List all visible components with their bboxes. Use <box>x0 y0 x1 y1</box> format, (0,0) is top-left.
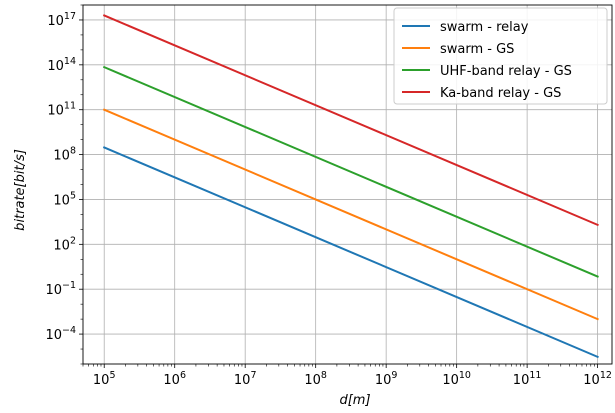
y-tick-base: 10 <box>47 14 64 29</box>
x-tick-exponent: 6 <box>180 370 186 381</box>
legend-label: swarm - GS <box>440 42 514 57</box>
x-tick-base: 10 <box>163 373 180 388</box>
x-tick-exponent: 7 <box>250 370 256 381</box>
y-tick-label: 108 <box>53 146 76 164</box>
x-tick-label: 1012 <box>583 370 612 388</box>
x-axis-ticks: 105 106 107 108 109 1010 1011 1012 <box>82 364 612 388</box>
series-lines <box>102 14 599 359</box>
x-tick-label: 1011 <box>513 370 542 388</box>
y-tick-label: 10−4 <box>45 325 76 343</box>
x-tick-exponent: 10 <box>459 370 471 381</box>
y-tick-exponent: 5 <box>70 190 76 201</box>
y-tick-exponent: −1 <box>62 280 76 291</box>
x-tick-exponent: 8 <box>321 370 327 381</box>
x-tick-label: 109 <box>375 370 398 388</box>
y-tick-label: 105 <box>53 190 76 208</box>
x-tick-label: 108 <box>304 370 327 388</box>
x-tick-base: 10 <box>304 373 321 388</box>
legend-label: swarm - relay <box>440 20 529 35</box>
x-tick-base: 10 <box>442 373 459 388</box>
x-axis-label: d[m] <box>339 393 370 408</box>
legend-label: UHF-band relay - GS <box>440 64 572 79</box>
series-line-2 <box>102 108 599 321</box>
series-line-3 <box>102 65 599 278</box>
x-tick-base: 10 <box>375 373 392 388</box>
y-tick-exponent: −4 <box>62 325 76 336</box>
y-tick-label: 1011 <box>47 101 76 119</box>
x-tick-exponent: 5 <box>109 370 115 381</box>
y-tick-label: 1014 <box>47 56 76 74</box>
series-line-4 <box>102 14 599 227</box>
y-axis-label: bitrate[bit/s] <box>13 149 28 231</box>
x-tick-label: 106 <box>163 370 186 388</box>
y-tick-base: 10 <box>47 104 64 119</box>
y-tick-label: 1017 <box>47 11 76 29</box>
y-tick-base: 10 <box>45 328 62 343</box>
x-tick-base: 10 <box>583 373 600 388</box>
x-tick-base: 10 <box>93 373 110 388</box>
y-tick-label: 102 <box>53 235 76 253</box>
y-tick-exponent: 11 <box>64 101 76 112</box>
y-tick-exponent: 14 <box>64 56 76 67</box>
x-tick-exponent: 9 <box>391 370 397 381</box>
legend: swarm - relay swarm - GS UHF-band relay - … <box>393 7 608 105</box>
y-tick-base: 10 <box>53 238 70 253</box>
series-line-1 <box>102 146 599 359</box>
y-tick-base: 10 <box>45 283 62 298</box>
legend-box <box>393 7 608 105</box>
x-tick-base: 10 <box>513 373 530 388</box>
y-tick-base: 10 <box>53 149 70 164</box>
y-tick-base: 10 <box>53 193 70 208</box>
y-tick-exponent: 2 <box>70 235 76 246</box>
y-tick-label: 10−1 <box>45 280 76 298</box>
x-tick-label: 107 <box>234 370 257 388</box>
x-tick-label: 105 <box>93 370 116 388</box>
x-tick-base: 10 <box>234 373 251 388</box>
x-tick-exponent: 12 <box>600 370 612 381</box>
x-tick-label: 1010 <box>442 370 471 388</box>
legend-label: Ka-band relay - GS <box>440 86 561 101</box>
y-tick-base: 10 <box>47 59 64 74</box>
y-tick-exponent: 17 <box>64 11 76 22</box>
x-tick-exponent: 11 <box>529 370 541 381</box>
y-tick-exponent: 8 <box>70 146 76 157</box>
